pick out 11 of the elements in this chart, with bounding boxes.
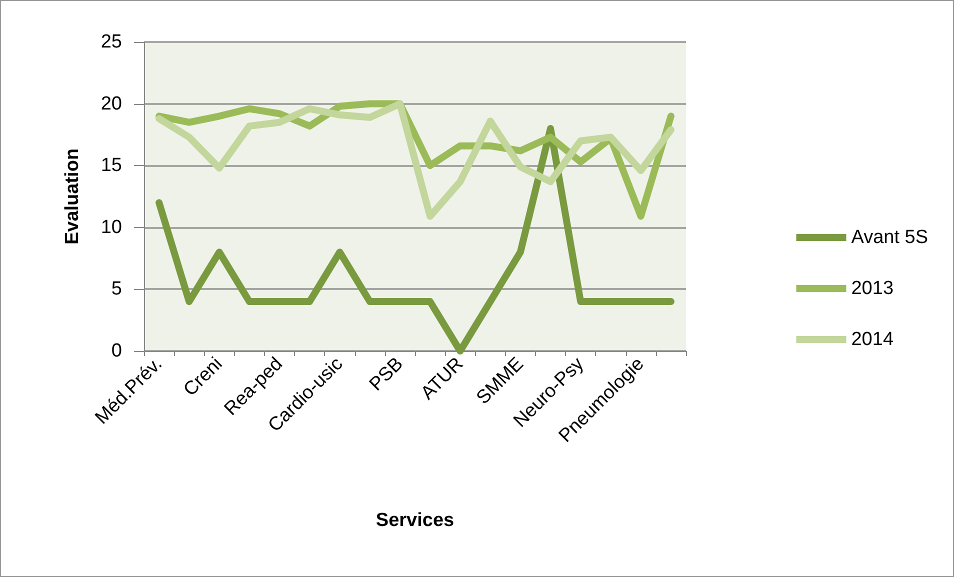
y-tick-label: 10: [100, 216, 122, 238]
y-axis-title: Evaluation: [62, 148, 83, 245]
y-tick-label: 25: [100, 32, 122, 52]
legend-label: Avant 5S: [851, 227, 928, 248]
legend-label: 2014: [851, 329, 894, 350]
legend-label: 2013: [851, 278, 894, 299]
y-tick-label: 15: [100, 155, 122, 176]
y-tick-label: 0: [111, 340, 122, 362]
y-tick-label: 5: [111, 278, 122, 300]
x-axis-title: Services: [376, 510, 454, 531]
y-tick-label: 20: [100, 93, 122, 114]
